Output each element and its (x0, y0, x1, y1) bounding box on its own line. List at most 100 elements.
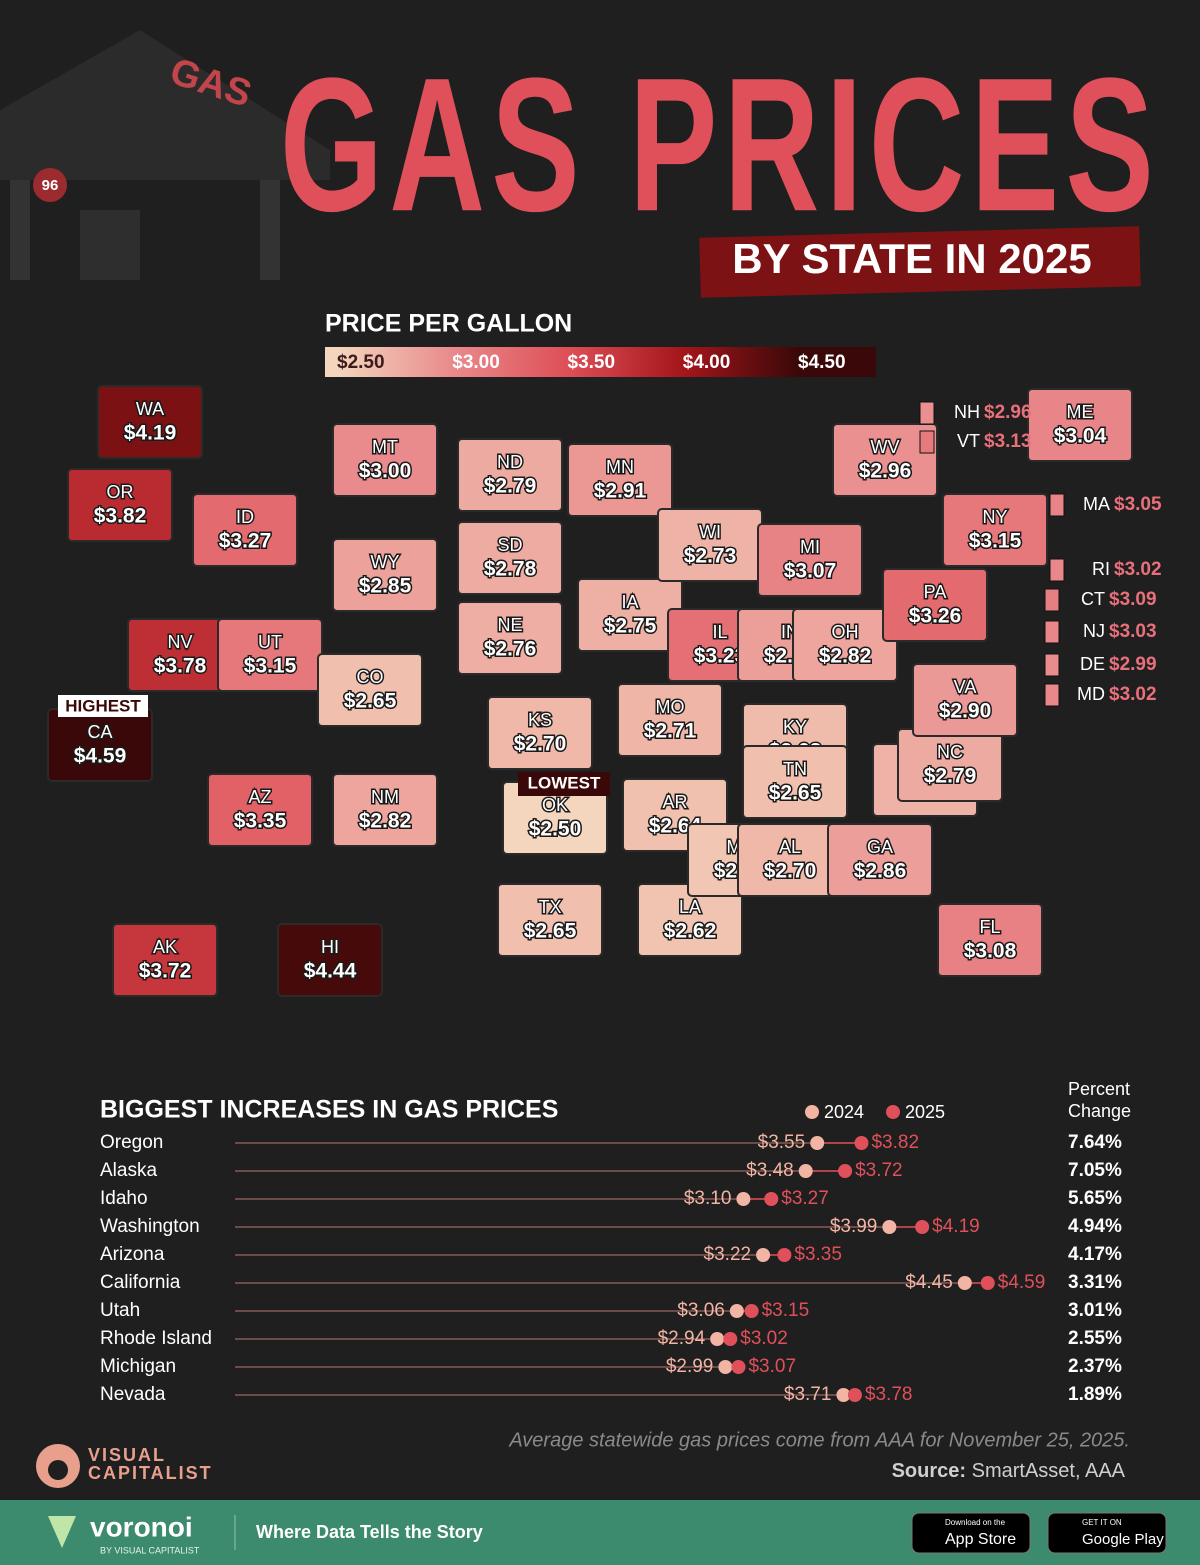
state-abbr: WA (136, 399, 164, 419)
state-price: $2.85 (359, 575, 412, 598)
percent-change: 3.31% (1068, 1272, 1122, 1293)
state-abbr: MO (656, 697, 685, 717)
state-price: $2.90 (939, 700, 992, 723)
google-play-button[interactable]: GET IT ON Google Play (1047, 1512, 1167, 1554)
state-tile (112, 923, 218, 997)
state-abbr: NH (954, 402, 980, 422)
state-abbr: NV (167, 632, 192, 652)
dot-2024 (882, 1220, 897, 1234)
percent-change: 4.94% (1068, 1216, 1122, 1237)
value-2024: $3.71 (784, 1384, 832, 1405)
state-tile (457, 601, 563, 675)
state-tile (457, 438, 563, 512)
app-store-button[interactable]: Download on the App Store (911, 1512, 1031, 1554)
app-store-small: Download on the (945, 1518, 1006, 1527)
state-price: $2.79 (924, 765, 977, 788)
dot-chart-title: BIGGEST INCREASES IN GAS PRICES (100, 1096, 558, 1124)
state-price: $3.09 (1109, 589, 1157, 610)
map: WA $4.19 OR $3.82 CA $4.59 NV $3.78 ID $3.27 MT $3.… (47, 385, 1162, 997)
voronoi-wordmark[interactable]: voronoi (90, 1511, 193, 1542)
state-abbr: OR (107, 482, 134, 502)
state-tile (567, 443, 673, 517)
row-label: Alaska (100, 1160, 157, 1181)
app-store-bg[interactable] (911, 1512, 1031, 1554)
source: Source: SmartAsset, AAA (892, 1460, 1126, 1482)
state-abbr: IA (621, 592, 638, 612)
state-abbr: VA (954, 677, 977, 697)
lowest-label: LOWEST (528, 773, 601, 792)
state-price: $3.72 (139, 960, 192, 983)
state-tile (97, 385, 203, 459)
percent-header: Percent (1068, 1079, 1130, 1099)
value-2025: $3.02 (740, 1328, 788, 1349)
state-price: $2.75 (604, 615, 657, 638)
state-abbr: CA (87, 722, 112, 742)
state-price: $3.08 (964, 940, 1017, 963)
state-tile (1044, 683, 1060, 707)
state-abbr: KY (783, 717, 807, 737)
dot-2024 (798, 1164, 813, 1178)
state-price: $2.96 (984, 402, 1032, 423)
percent-header: Change (1068, 1101, 1131, 1121)
source-label: Source: (892, 1460, 966, 1482)
state-abbr: MT (372, 437, 398, 457)
state-price: $4.19 (124, 422, 177, 445)
percent-change: 2.37% (1068, 1356, 1122, 1377)
dot-2024 (836, 1388, 851, 1402)
state-price: $3.03 (1109, 621, 1157, 642)
state-tile (937, 903, 1043, 977)
value-2025: $3.82 (871, 1132, 919, 1153)
value-2025: $4.19 (932, 1216, 980, 1237)
state-price: $3.04 (1054, 425, 1107, 448)
legend-dot (886, 1105, 900, 1119)
google-play-bg[interactable] (1047, 1512, 1167, 1554)
state-price: $3.07 (784, 560, 837, 583)
subtitle-box (699, 226, 1141, 298)
main-title: GAS PRICES (280, 37, 1160, 251)
app-store-label: App Store (945, 1531, 1016, 1548)
state-price: $3.02 (1109, 684, 1157, 705)
dot-2024 (710, 1332, 725, 1346)
row-label: Oregon (100, 1132, 163, 1153)
state-abbr: NE (497, 615, 522, 635)
state-abbr: MN (606, 457, 634, 477)
state-abbr: AR (662, 792, 687, 812)
state-price: $3.35 (234, 810, 287, 833)
state-abbr: OK (542, 795, 568, 815)
value-2025: $4.59 (998, 1272, 1046, 1293)
state-price: $2.82 (819, 645, 872, 668)
state-abbr: NC (937, 742, 963, 762)
legend-title: PRICE PER GALLON (325, 310, 572, 338)
row-label: California (100, 1272, 181, 1293)
state-price: $3.15 (969, 530, 1022, 553)
legend: $2.50 $3.00 $3.50 $4.00 $4.50 (325, 347, 876, 377)
state-price: $4.59 (74, 745, 127, 768)
state-tile (792, 608, 898, 682)
value-2024: $3.10 (684, 1188, 732, 1209)
state-price: $3.78 (154, 655, 207, 678)
state-abbr: AK (153, 937, 177, 957)
state-tile (882, 568, 988, 642)
state-abbr: CO (357, 667, 384, 687)
value-2025: $3.27 (781, 1188, 829, 1209)
value-2024: $2.99 (666, 1356, 714, 1377)
state-price: $2.73 (684, 545, 737, 568)
state-price: $2.91 (594, 480, 647, 503)
dot-2024 (810, 1136, 825, 1150)
voronoi-icon (48, 1516, 76, 1548)
legend-label: 2024 (824, 1102, 864, 1122)
state-tile (1049, 493, 1065, 517)
google-play-label: Google Play (1082, 1531, 1164, 1548)
state-price: $3.82 (94, 505, 147, 528)
state-price: $2.65 (344, 690, 397, 713)
value-2025: $3.15 (762, 1300, 810, 1321)
vc-logo: VISUAL CAPITALIST (36, 1444, 211, 1488)
percent-change: 7.05% (1068, 1160, 1122, 1181)
state-abbr: WI (699, 522, 721, 542)
state-tile (457, 521, 563, 595)
state-price: $4.44 (304, 960, 357, 983)
voronoi-by: BY VISUAL CAPITALIST (100, 1545, 200, 1555)
row-label: Nevada (100, 1384, 166, 1405)
source-text: SmartAsset, AAA (972, 1460, 1126, 1482)
